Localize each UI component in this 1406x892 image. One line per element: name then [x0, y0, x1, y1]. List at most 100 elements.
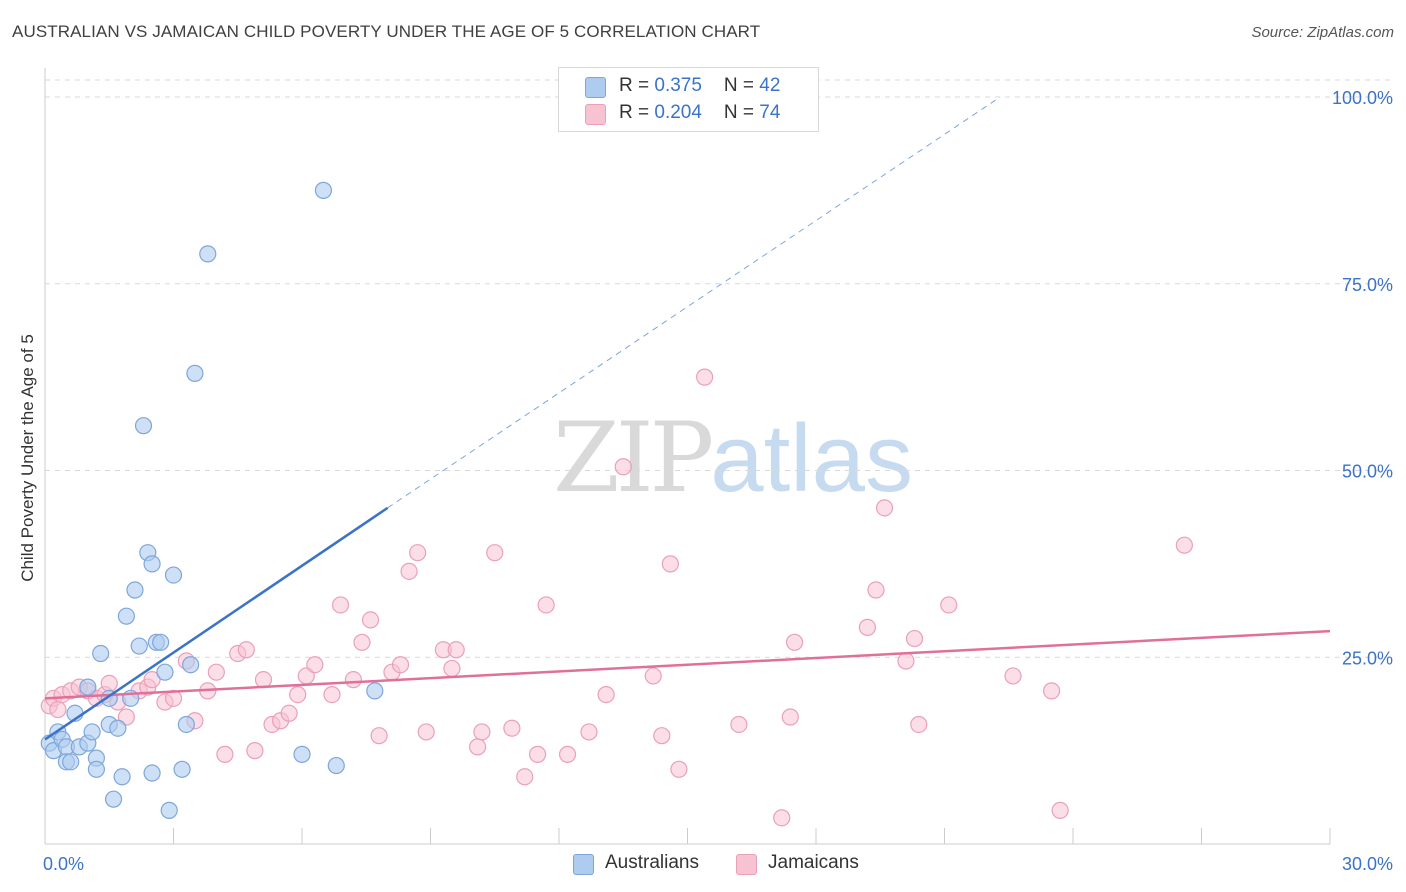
australians-point [327, 756, 345, 775]
jamaicans-point [670, 760, 688, 778]
jamaicans-point [370, 727, 388, 745]
jamaicans-point [216, 745, 234, 763]
australians-point [143, 555, 161, 573]
australians-point [173, 760, 191, 778]
jamaicans-point [940, 596, 958, 614]
x-tick-label: 0.0% [43, 854, 84, 874]
legend-r-label: R = [619, 75, 655, 96]
jamaicans-point [773, 809, 791, 827]
australians-point [156, 663, 174, 681]
australians-point [130, 637, 148, 655]
jamaicans-point [503, 719, 521, 737]
jamaicans-point [897, 652, 915, 670]
australians-point [143, 764, 161, 782]
jamaicans-point [785, 633, 804, 651]
australians-point [62, 753, 80, 771]
watermark-zip: ZIP [553, 402, 714, 514]
jamaicans-trend-line [44, 629, 1331, 700]
jamaicans-point [447, 641, 465, 659]
y-tick-label: 25.0% [1342, 648, 1393, 668]
jamaicans-point [306, 656, 324, 674]
legend-n-value: 42 [759, 75, 781, 96]
jamaicans-point [207, 663, 225, 681]
jamaicans-point [905, 629, 924, 648]
australians-point [177, 715, 195, 734]
australians-point [160, 801, 178, 819]
jamaicans-point [781, 708, 799, 726]
australians-point [182, 656, 200, 674]
source-credit: Source: ZipAtlas.com [1251, 24, 1394, 41]
legend-n-label: N = [723, 102, 760, 123]
jamaicans-point [858, 618, 877, 636]
jamaicans-point [516, 768, 534, 786]
jamaicans-point [400, 562, 418, 580]
correlation-legend: R = 0.375 N = 42 R = 0.204 N = 74 [558, 67, 819, 132]
australians-point [113, 768, 131, 786]
jamaicans-point [614, 458, 632, 476]
australians-point [199, 245, 217, 263]
y-tick-label: 75.0% [1342, 275, 1393, 295]
x-tick-label: 30.0% [1342, 854, 1393, 874]
jamaicans-point [910, 715, 928, 734]
jamaicans-point [486, 544, 504, 562]
jamaicans-point [558, 745, 577, 763]
jamaicans-point [537, 596, 555, 614]
legend-r-value: 0.204 [654, 102, 702, 123]
jamaicans-point [1042, 682, 1061, 700]
jamaicans-point [331, 596, 350, 614]
australians-point [83, 723, 101, 741]
jamaicans-point [875, 499, 894, 517]
australians-point [104, 790, 123, 808]
australians-trend-line [44, 506, 389, 741]
jamaicans-swatch [736, 854, 757, 875]
legend-r-label: R = [619, 102, 655, 123]
jamaicans-point [361, 611, 380, 629]
jamaicans-point [469, 738, 487, 756]
legend-n-label: N = [723, 75, 760, 96]
legend-r-value: 0.375 [654, 75, 702, 96]
jamaicans-point [473, 723, 491, 741]
australians-point [109, 719, 127, 737]
jamaicans-point [280, 704, 298, 722]
jamaicans-point [143, 671, 161, 689]
australians-point [186, 364, 204, 382]
australians-point [134, 417, 153, 435]
jamaicans-point [528, 745, 547, 763]
jamaicans-point [644, 667, 662, 685]
jamaicans-point [1175, 536, 1193, 554]
australians-point [117, 607, 135, 625]
jamaicans-point [417, 723, 435, 741]
jamaicans-point [1004, 667, 1022, 685]
legend-n-value: 74 [759, 102, 781, 123]
jamaicans-point [353, 633, 371, 651]
australians-point [126, 581, 144, 599]
jamaicans-point [391, 656, 410, 674]
chart-title: AUSTRALIAN VS JAMAICAN CHILD POVERTY UND… [12, 22, 761, 41]
jamaicans-point [867, 581, 885, 599]
jamaicans-point [597, 685, 615, 704]
australians-trend-extension [387, 96, 1001, 509]
jamaicans-point [246, 742, 264, 760]
jamaicans-point [323, 685, 341, 704]
jamaicans-point [661, 555, 679, 573]
australians-swatch [573, 854, 594, 875]
jamaicans-point [696, 368, 714, 386]
jamaicans-point [443, 659, 461, 678]
jamaicans-point [409, 544, 427, 562]
jamaicans-point [164, 689, 183, 707]
jamaicans-swatch [585, 104, 606, 125]
australians-point [152, 633, 170, 651]
jamaicans-point [100, 674, 118, 692]
watermark-atlas: atlas [710, 405, 913, 512]
jamaicans-point [1051, 801, 1069, 819]
australians-point [293, 745, 311, 763]
y-tick-label: 100.0% [1332, 88, 1393, 108]
jamaicans-point [344, 671, 362, 689]
jamaicans-point [254, 671, 273, 689]
jamaicans-point [653, 727, 671, 745]
australians-point [366, 682, 384, 700]
jamaicans-point [580, 723, 598, 741]
australians-swatch [585, 77, 606, 98]
y-tick-label: 50.0% [1342, 462, 1393, 482]
